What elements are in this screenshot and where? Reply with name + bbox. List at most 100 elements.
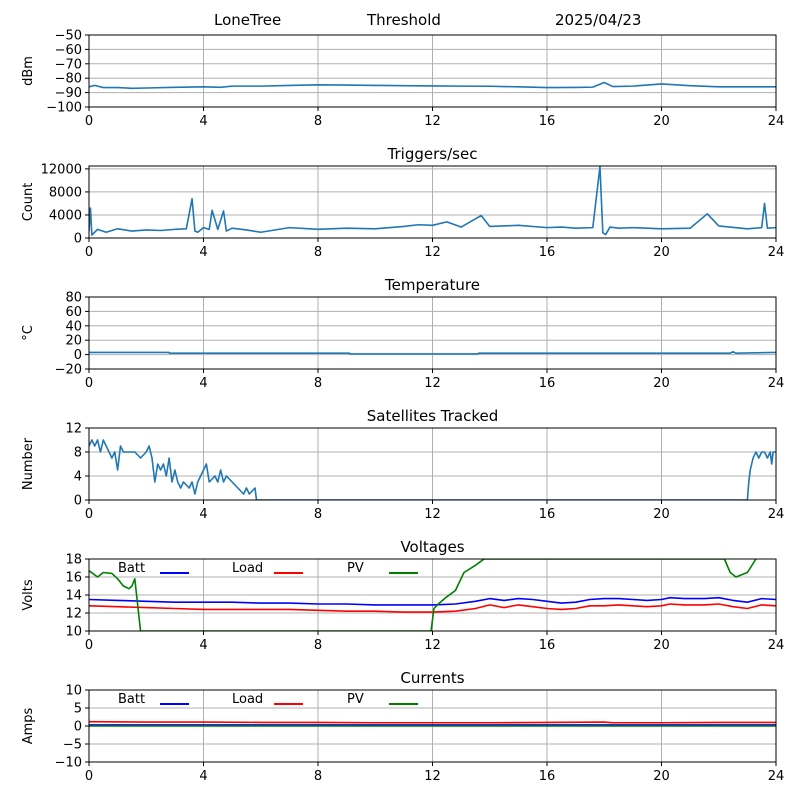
panel-1-y-tick-label: −80 xyxy=(55,72,82,87)
panel-1-y-tick-label: −100 xyxy=(46,101,82,116)
panel-2-x-tick-label: 24 xyxy=(768,245,785,260)
panel-3-y-axis-label: °C xyxy=(21,325,36,341)
panel-6-legend-label-pv: PV xyxy=(347,692,364,707)
panel-4-x-tick-label: 24 xyxy=(768,507,785,522)
panel-5-x-tick-label: 20 xyxy=(653,638,670,653)
panel-1-x-tick-label: 16 xyxy=(539,114,556,129)
panel-5-y-axis-label: Volts xyxy=(21,579,36,611)
panel-1-y-axis-label: dBm xyxy=(21,56,36,86)
panel-2-x-tick-label: 20 xyxy=(653,245,670,260)
panel-2-x-tick-label: 12 xyxy=(424,245,441,260)
panel-4-title: Satellites Tracked xyxy=(367,407,498,425)
panel-4-x-tick-label: 8 xyxy=(314,507,322,522)
panel-5-x-tick-label: 12 xyxy=(424,638,441,653)
panel-2-y-tick-label: 12000 xyxy=(41,162,82,177)
panel-4-y-tick-label: 12 xyxy=(65,422,82,437)
panel-2-y-tick-label: 4000 xyxy=(49,208,82,223)
panel-1-x-tick-label: 20 xyxy=(653,114,670,129)
panel-3-y-tick-label: 20 xyxy=(65,334,82,349)
station-name: LoneTree xyxy=(214,11,282,29)
panel-5-y-tick-label: 10 xyxy=(65,625,82,640)
panel-4-y-axis-label: Number xyxy=(21,437,36,490)
panel-6-y-tick-label: −10 xyxy=(55,756,82,771)
panel-3-x-tick-label: 0 xyxy=(85,376,93,391)
panel-5-y-tick-label: 12 xyxy=(65,607,82,622)
panel-6-x-tick-label: 0 xyxy=(85,769,93,784)
panel-6-x-tick-label: 16 xyxy=(539,769,556,784)
panel-1-y-tick-label: −50 xyxy=(55,29,82,44)
panel-6-x-tick-label: 4 xyxy=(199,769,207,784)
panel-3-x-tick-label: 24 xyxy=(768,376,785,391)
panel-3-series-line-main xyxy=(89,350,776,355)
record-date: 2025/04/23 xyxy=(555,11,642,29)
panel-1-x-tick-label: 24 xyxy=(768,114,785,129)
panel-4-series-line-main xyxy=(89,439,776,500)
panel-3-y-tick-label: 60 xyxy=(65,305,82,320)
panel-5-x-tick-label: 0 xyxy=(85,638,93,653)
panel-5-series-line-pv xyxy=(89,559,757,631)
panel-2-y-tick-label: 0 xyxy=(74,232,82,247)
panel-3-y-tick-label: 40 xyxy=(65,319,82,334)
panel-5-x-tick-label: 24 xyxy=(768,638,785,653)
panel-4-y-tick-label: 8 xyxy=(74,446,82,461)
panel-1-y-tick-label: −60 xyxy=(55,43,82,58)
trigger-mode: Threshold xyxy=(367,11,441,29)
panel-4-y-tick-label: 4 xyxy=(74,470,82,485)
panel-2-y-axis-label: Count xyxy=(21,183,36,222)
panel-3-x-tick-label: 8 xyxy=(314,376,322,391)
panel-5-y-tick-label: 16 xyxy=(65,571,82,586)
panel-1-y-tick-label: −70 xyxy=(55,57,82,72)
panel-3-title: Temperature xyxy=(384,276,480,294)
panel-4-y-tick-label: 0 xyxy=(74,494,82,509)
panel-6-x-tick-label: 20 xyxy=(653,769,670,784)
panel-3-x-tick-label: 16 xyxy=(539,376,556,391)
panel-6-legend-label-batt: Batt xyxy=(118,692,145,707)
panel-4-x-tick-label: 4 xyxy=(199,507,207,522)
panel-6-legend-label-load: Load xyxy=(232,692,263,707)
panel-3-y-tick-label: −20 xyxy=(55,363,82,378)
panel-1-y-tick-label: −90 xyxy=(55,86,82,101)
panel-6-x-tick-label: 12 xyxy=(424,769,441,784)
panel-5-x-tick-label: 16 xyxy=(539,638,556,653)
panel-1-x-tick-label: 8 xyxy=(314,114,322,129)
panel-2-x-tick-label: 8 xyxy=(314,245,322,260)
panel-3-y-tick-label: 0 xyxy=(74,348,82,363)
panel-5-y-tick-label: 14 xyxy=(65,589,82,604)
panel-5-series-line-load xyxy=(89,603,776,613)
panel-6-x-tick-label: 24 xyxy=(768,769,785,784)
panel-2-x-tick-label: 0 xyxy=(85,245,93,260)
panel-1-x-tick-label: 4 xyxy=(199,114,207,129)
panel-6-y-tick-label: −5 xyxy=(63,738,82,753)
panel-4-x-tick-label: 20 xyxy=(653,507,670,522)
panel-3-y-tick-label: 80 xyxy=(65,291,82,306)
panel-2-series-line-main xyxy=(89,166,776,236)
panel-3-x-tick-label: 4 xyxy=(199,376,207,391)
panel-6-y-tick-label: 0 xyxy=(74,720,82,735)
panel-6-y-axis-label: Amps xyxy=(21,707,36,744)
panel-1-x-tick-label: 12 xyxy=(424,114,441,129)
panel-1-x-tick-label: 0 xyxy=(85,114,93,129)
panel-6-y-tick-label: 10 xyxy=(65,684,82,699)
panel-3-x-tick-label: 20 xyxy=(653,376,670,391)
panel-2-title: Triggers/sec xyxy=(387,145,478,163)
panel-5-y-tick-label: 18 xyxy=(65,553,82,568)
panel-1-series-line-main xyxy=(89,81,776,90)
panel-6-title: Currents xyxy=(400,669,464,687)
panel-6-y-tick-label: 5 xyxy=(74,702,82,717)
panel-5-legend-label-batt: Batt xyxy=(118,561,145,576)
panel-6-series-line-load xyxy=(89,720,776,724)
panel-4-x-tick-label: 12 xyxy=(424,507,441,522)
panel-5-x-tick-label: 4 xyxy=(199,638,207,653)
panel-4-x-tick-label: 16 xyxy=(539,507,556,522)
panel-2-x-tick-label: 16 xyxy=(539,245,556,260)
panel-5-legend-label-pv: PV xyxy=(347,561,364,576)
panel-6-x-tick-label: 8 xyxy=(314,769,322,784)
panel-2-y-tick-label: 8000 xyxy=(49,185,82,200)
panel-2-x-tick-label: 4 xyxy=(199,245,207,260)
panel-5-series-line-batt xyxy=(89,596,776,606)
panel-5-title: Voltages xyxy=(400,538,464,556)
panel-4-x-tick-label: 0 xyxy=(85,507,93,522)
panel-5-legend-label-load: Load xyxy=(232,561,263,576)
panel-3-x-tick-label: 12 xyxy=(424,376,441,391)
